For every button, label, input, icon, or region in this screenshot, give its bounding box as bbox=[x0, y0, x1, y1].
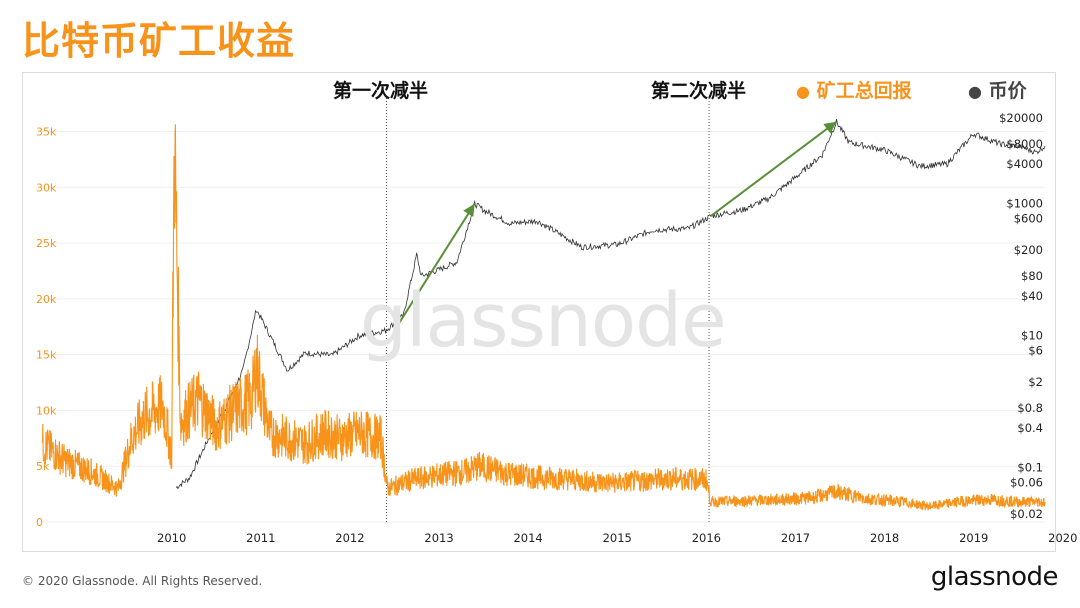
x-tick-label: 2017 bbox=[781, 531, 810, 545]
right-tick-label: $0.06 bbox=[1010, 475, 1043, 489]
left-tick-label: 35k bbox=[36, 125, 57, 138]
right-tick-label: $0.1 bbox=[1017, 461, 1043, 475]
page-title: 比特币矿工收益 bbox=[22, 19, 296, 63]
right-tick-label: $8000 bbox=[1006, 137, 1043, 151]
right-tick-label: $0.4 bbox=[1017, 421, 1043, 435]
right-tick-label: $4000 bbox=[1006, 157, 1043, 171]
legend-price-dot-icon: ● bbox=[968, 82, 982, 101]
left-tick-label: 20k bbox=[36, 293, 57, 306]
series-revenue-line bbox=[41, 124, 1046, 511]
left-tick-label: 0 bbox=[36, 516, 43, 529]
legend-price-label: 币价 bbox=[988, 80, 1027, 102]
x-tick-label: 2016 bbox=[692, 531, 721, 545]
left-tick-label: 30k bbox=[36, 181, 57, 194]
chart-frame bbox=[22, 72, 1056, 552]
right-tick-label: $6 bbox=[1028, 343, 1043, 357]
right-tick-label: $600 bbox=[1014, 211, 1043, 225]
copyright: © 2020 Glassnode. All Rights Reserved. bbox=[22, 574, 263, 588]
right-tick-label: $0.8 bbox=[1017, 401, 1043, 415]
right-tick-label: $80 bbox=[1021, 269, 1043, 283]
legend-revenue-dot-icon: ● bbox=[796, 82, 810, 101]
legend-revenue: ● 矿工总回报 bbox=[796, 76, 912, 103]
x-tick-label: 2020 bbox=[1048, 531, 1077, 545]
brand-logo: glassnode bbox=[930, 562, 1059, 592]
trend-arrow-2 bbox=[710, 120, 838, 217]
right-tick-label: $40 bbox=[1021, 289, 1043, 303]
x-tick-label: 2011 bbox=[246, 531, 275, 545]
right-tick-label: $2 bbox=[1028, 375, 1043, 389]
left-tick-label: 15k bbox=[36, 349, 57, 362]
right-tick-label: $1000 bbox=[1006, 197, 1043, 211]
legend-revenue-label: 矿工总回报 bbox=[816, 80, 912, 102]
x-tick-label: 2015 bbox=[603, 531, 632, 545]
left-tick-label: 10k bbox=[36, 404, 57, 417]
x-tick-label: 2010 bbox=[157, 531, 186, 545]
left-tick-label: 5k bbox=[36, 460, 50, 473]
right-tick-label: $0.02 bbox=[1010, 507, 1043, 521]
right-tick-label: $20000 bbox=[999, 111, 1043, 125]
left-tick-label: 25k bbox=[36, 237, 57, 250]
right-tick-label: $10 bbox=[1021, 329, 1043, 343]
watermark: glassnode bbox=[360, 278, 727, 364]
trend-arrow-1 bbox=[393, 203, 476, 331]
series-price-line bbox=[175, 118, 1046, 490]
legend-price: ● 币价 bbox=[968, 76, 1027, 103]
x-tick-label: 2014 bbox=[513, 531, 542, 545]
halving-label-1: 第一次减半 bbox=[333, 80, 429, 102]
halving-label-2: 第二次减半 bbox=[651, 80, 747, 102]
x-tick-label: 2019 bbox=[959, 531, 988, 545]
x-tick-label: 2018 bbox=[870, 531, 899, 545]
x-tick-label: 2013 bbox=[424, 531, 453, 545]
x-tick-label: 2012 bbox=[335, 531, 364, 545]
right-tick-label: $200 bbox=[1014, 243, 1043, 257]
